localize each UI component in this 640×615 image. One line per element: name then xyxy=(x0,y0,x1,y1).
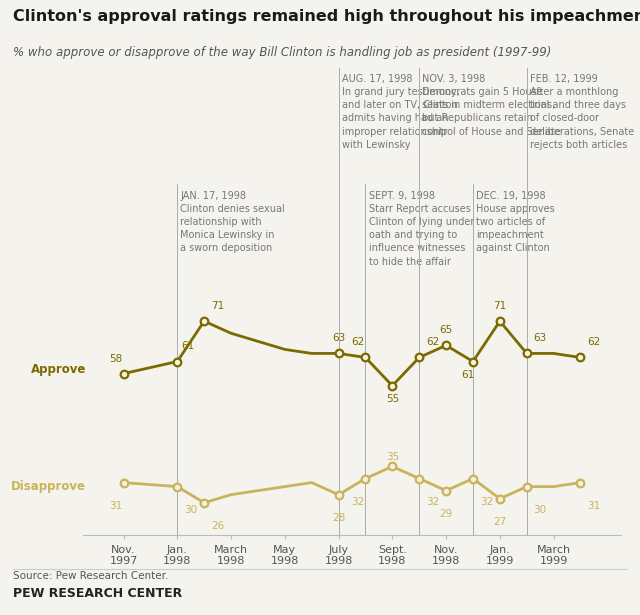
Text: Approve: Approve xyxy=(31,363,86,376)
Text: NOV. 3, 1998
Democrats gain 5 House
seats in midterm elections,
but Republicans : NOV. 3, 1998 Democrats gain 5 House seat… xyxy=(422,74,561,137)
Text: 65: 65 xyxy=(440,325,452,335)
Text: 55: 55 xyxy=(386,394,399,404)
Text: FEB. 12, 1999
After a monthlong
trial and three days
of closed-door
deliberation: FEB. 12, 1999 After a monthlong trial an… xyxy=(530,74,634,150)
Text: 30: 30 xyxy=(184,505,197,515)
Text: 26: 26 xyxy=(211,521,224,531)
Text: 35: 35 xyxy=(386,452,399,462)
Text: Disapprove: Disapprove xyxy=(11,480,86,493)
Text: 62: 62 xyxy=(351,338,364,347)
Text: 31: 31 xyxy=(109,501,122,510)
Text: JAN. 17, 1998
Clinton denies sexual
relationship with
Monica Lewinsky in
a sworn: JAN. 17, 1998 Clinton denies sexual rela… xyxy=(180,191,285,253)
Text: 29: 29 xyxy=(440,509,452,519)
Text: Clinton's approval ratings remained high throughout his impeachment process: Clinton's approval ratings remained high… xyxy=(13,9,640,24)
Text: 27: 27 xyxy=(493,517,506,527)
Text: 61: 61 xyxy=(461,370,474,379)
Text: 32: 32 xyxy=(426,497,439,507)
Text: AUG. 17, 1998
In grand jury testimony,
and later on TV, Clinton
admits having ha: AUG. 17, 1998 In grand jury testimony, a… xyxy=(342,74,460,150)
Text: 62: 62 xyxy=(426,338,439,347)
Text: 30: 30 xyxy=(534,505,547,515)
Text: 32: 32 xyxy=(480,497,493,507)
Text: % who approve or disapprove of the way Bill Clinton is handling job as president: % who approve or disapprove of the way B… xyxy=(13,46,551,59)
Text: SEPT. 9, 1998
Starr Report accuses
Clinton of lying under
oath and trying to
inf: SEPT. 9, 1998 Starr Report accuses Clint… xyxy=(369,191,474,267)
Text: 28: 28 xyxy=(332,513,345,523)
Text: 58: 58 xyxy=(109,354,122,363)
Text: 32: 32 xyxy=(351,497,364,507)
Text: PEW RESEARCH CENTER: PEW RESEARCH CENTER xyxy=(13,587,182,600)
Text: Source: Pew Research Center.: Source: Pew Research Center. xyxy=(13,571,168,581)
Text: 71: 71 xyxy=(211,301,224,311)
Text: 31: 31 xyxy=(588,501,600,510)
Text: DEC. 19, 1998
House approves
two articles of
impeachment
against Clinton: DEC. 19, 1998 House approves two article… xyxy=(476,191,555,253)
Text: 71: 71 xyxy=(493,301,506,311)
Text: 63: 63 xyxy=(534,333,547,343)
Text: 61: 61 xyxy=(181,341,195,351)
Text: 62: 62 xyxy=(588,338,600,347)
Text: 63: 63 xyxy=(332,333,345,343)
